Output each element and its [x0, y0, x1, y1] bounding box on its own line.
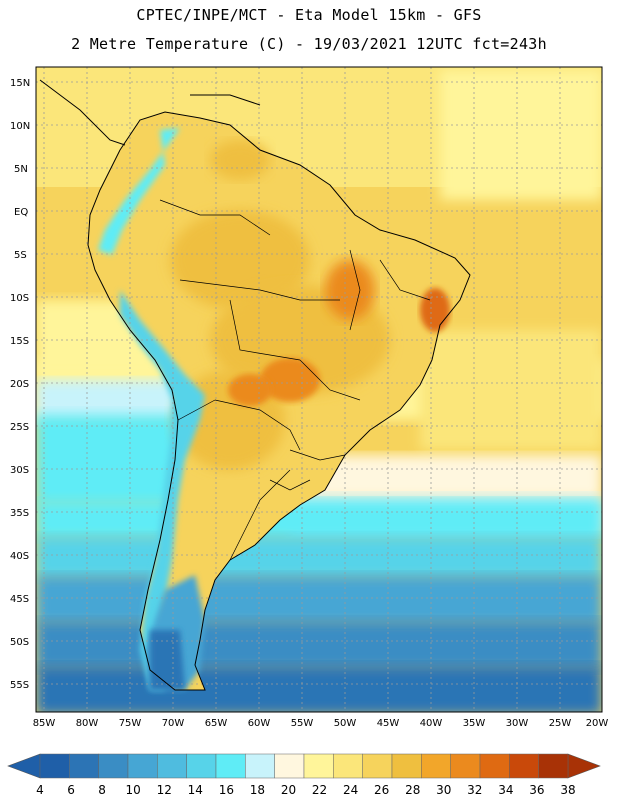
colorbar-swatch: [69, 753, 99, 779]
colorbar-swatch: [215, 753, 246, 779]
colorbar-swatch: [303, 753, 334, 779]
colorbar-swatch: [157, 753, 187, 779]
lon-label: 70W: [162, 718, 185, 729]
colorbar-swatch: [362, 753, 393, 779]
lon-label: 85W: [33, 718, 56, 729]
colorbar-label: 32: [467, 783, 482, 797]
borders: [159, 199, 431, 561]
color-bar: 4 6 8 10 12 14 16 18 20 22 24 26 28 30 32 34 36 38: [7, 753, 601, 797]
lon-label: 55W: [291, 718, 314, 729]
colorbar-label: 36: [529, 783, 544, 797]
lat-label: 30S: [10, 465, 29, 476]
colorbar-label: 8: [98, 783, 106, 797]
lon-label: 45W: [377, 718, 400, 729]
colorbar-arrow-high: [567, 753, 601, 779]
lat-label: 25S: [10, 422, 29, 433]
lon-label: 60W: [248, 718, 271, 729]
lat-label: 5N: [14, 164, 28, 175]
colorbar-label: 10: [126, 783, 141, 797]
colorbar-label: 34: [498, 783, 513, 797]
map-title: CPTEC/INPE/MCT - Eta Model 15km - GFS: [136, 6, 482, 24]
colorbar-swatch: [274, 753, 305, 779]
lon-label: 40W: [420, 718, 443, 729]
colorbar-label: 22: [312, 783, 327, 797]
map-frame: [35, 66, 603, 713]
colorbar-swatch: [245, 753, 275, 779]
colorbar-swatch: [479, 753, 510, 779]
colorbar-label: 16: [219, 783, 234, 797]
lat-label: 50S: [10, 637, 29, 648]
lon-label: 65W: [205, 718, 228, 729]
colorbar-arrow-low: [7, 753, 41, 779]
colorbar-swatch: [509, 753, 539, 779]
map-subtitle: 2 Metre Temperature (C) - 19/03/2021 12U…: [71, 35, 547, 53]
colorbar-swatch: [391, 753, 422, 779]
graticule: [36, 67, 602, 712]
lon-label: 25W: [549, 718, 572, 729]
colorbar-label: 26: [374, 783, 389, 797]
lat-label: 20S: [10, 379, 29, 390]
lon-label: 35W: [463, 718, 486, 729]
lat-label: 40S: [10, 551, 29, 562]
lat-label: 55S: [10, 680, 29, 691]
lat-label: 15S: [10, 336, 29, 347]
lon-label: 20W: [586, 718, 609, 729]
colorbar-label: 28: [405, 783, 420, 797]
lat-label: 10S: [10, 293, 29, 304]
lon-label: 30W: [506, 718, 529, 729]
colorbar-swatch: [450, 753, 481, 779]
colorbar-label: 6: [67, 783, 75, 797]
colorbar-label: 24: [343, 783, 358, 797]
lat-label: 35S: [10, 508, 29, 519]
colorbar-swatch: [127, 753, 158, 779]
colorbar-swatch: [538, 753, 569, 779]
lon-label: 80W: [76, 718, 99, 729]
lat-label: 45S: [10, 594, 29, 605]
temperature-field: [36, 67, 602, 712]
colorbar-swatch: [98, 753, 129, 779]
colorbar-swatch: [39, 753, 70, 779]
lat-label: 10N: [10, 121, 30, 132]
colorbar-label: 18: [250, 783, 265, 797]
coastline: [39, 79, 471, 691]
longitude-labels: 85W 80W 75W 70W 65W 60W 55W 50W 45W 40W …: [33, 718, 609, 729]
colorbar-label: 14: [188, 783, 203, 797]
lat-label: 15N: [10, 78, 30, 89]
colorbar-swatch: [333, 753, 363, 779]
lat-label: EQ: [14, 207, 28, 218]
colorbar-label: 30: [436, 783, 451, 797]
colorbar-label: 4: [36, 783, 44, 797]
colorbar-swatch: [186, 753, 217, 779]
colorbar-label: 38: [560, 783, 575, 797]
latitude-labels: 15N 10N 5N EQ 5S 10S 15S 20S 25S 30S 35S…: [10, 78, 30, 691]
colorbar-swatch: [421, 753, 451, 779]
lon-label: 75W: [119, 718, 142, 729]
lat-label: 5S: [14, 250, 27, 261]
colorbar-label: 20: [281, 783, 296, 797]
lon-label: 50W: [334, 718, 357, 729]
colorbar-label: 12: [157, 783, 172, 797]
